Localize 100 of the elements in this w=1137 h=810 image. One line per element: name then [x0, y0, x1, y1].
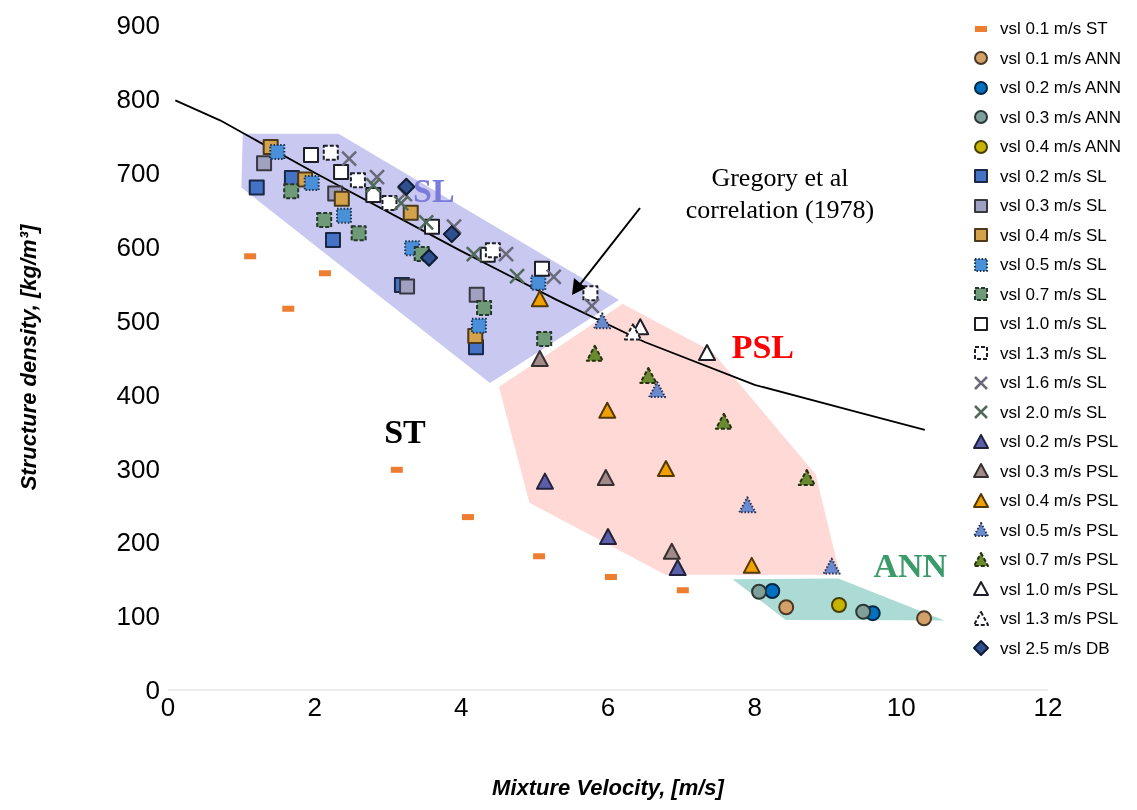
- point: [397, 177, 416, 196]
- point: [623, 323, 642, 341]
- point: [822, 557, 841, 575]
- annotation: Gregory et al correlation (1978): [685, 163, 875, 224]
- series-label: ANN: [873, 546, 948, 584]
- point: [831, 597, 847, 614]
- point: [365, 177, 382, 194]
- point: [508, 267, 526, 285]
- point: [402, 204, 419, 221]
- x-tick-label: 12: [1033, 692, 1063, 723]
- point: [417, 214, 435, 231]
- point: [535, 472, 554, 490]
- point: [497, 245, 515, 263]
- y-axis-title: Structure density, [kg/m³]: [16, 224, 41, 491]
- legend-label: vsl 1.0 m/s PSL: [1000, 578, 1119, 601]
- legend-label: vsl 0.4 m/s SL: [1000, 224, 1107, 247]
- point: [698, 344, 716, 362]
- x-tick-label: 8: [747, 692, 762, 723]
- point: [530, 274, 547, 291]
- point: [530, 290, 549, 308]
- point: [336, 207, 352, 224]
- legend-label: vsl 0.1 m/s ST: [1000, 18, 1108, 40]
- legend-label: vsl 0.2 m/s SL: [1000, 165, 1107, 188]
- y-tick-label: 600: [116, 231, 160, 262]
- legend-label: vsl 2.5 m/s DB: [1000, 637, 1110, 660]
- point: [333, 164, 350, 181]
- point: [656, 460, 675, 478]
- point: [470, 317, 487, 334]
- legend-label: vsl 2.0 m/s SL: [1000, 401, 1107, 424]
- y-tick-label: 100: [116, 601, 160, 632]
- point: [668, 559, 687, 577]
- y-tick-label: 200: [116, 527, 160, 558]
- point: [445, 218, 463, 235]
- point: [639, 366, 658, 384]
- point: [751, 583, 768, 600]
- point: [855, 603, 872, 620]
- legend-label: vsl 0.3 m/s SL: [1000, 195, 1107, 217]
- point: [248, 179, 265, 196]
- x-axis-title: Mixture Velocity, [m/s]: [492, 775, 725, 800]
- y-tick-label: 500: [116, 305, 160, 336]
- point: [596, 468, 615, 486]
- x-tick-label: 6: [600, 692, 616, 723]
- x-tick-label: 10: [886, 692, 916, 723]
- y-tick-label: 700: [116, 158, 160, 189]
- legend-label: vsl 0.3 m/s ANN: [1000, 106, 1121, 129]
- annotation: ST: [384, 412, 427, 450]
- point: [648, 381, 667, 399]
- point: [349, 172, 366, 189]
- legend-label: vsl 0.4 m/s ANN: [1000, 136, 1121, 158]
- point: [778, 599, 795, 616]
- legend-label: vsl 0.5 m/s SL: [1000, 254, 1107, 276]
- point: [316, 212, 333, 229]
- x-tick-label: 2: [307, 692, 322, 723]
- point: [662, 542, 681, 560]
- point: [593, 312, 612, 330]
- point: [468, 286, 485, 303]
- legend-label: vsl 1.3 m/s PSL: [1000, 608, 1119, 630]
- point: [442, 225, 461, 244]
- point: [738, 496, 757, 514]
- legend-label: vsl 0.3 m/s PSL: [1000, 460, 1119, 483]
- y-tick-label: 400: [116, 379, 160, 410]
- legend-label: vsl 1.6 m/s SL: [1000, 372, 1107, 394]
- point: [303, 147, 319, 164]
- legend-label: vsl 0.7 m/s SL: [1000, 283, 1107, 306]
- point: [545, 268, 562, 286]
- point: [269, 144, 286, 161]
- point: [530, 349, 549, 367]
- point: [322, 144, 339, 161]
- point: [583, 297, 601, 315]
- point: [420, 248, 439, 267]
- point: [476, 299, 493, 316]
- point: [325, 232, 341, 249]
- point: [598, 401, 617, 419]
- x-tick-label: 4: [454, 692, 469, 723]
- legend-label: vsl 0.1 m/s ANN: [1000, 47, 1121, 70]
- y-tick-label: 300: [116, 453, 160, 484]
- point: [399, 278, 416, 295]
- series-label: PSL: [731, 327, 795, 365]
- point: [465, 245, 483, 263]
- point: [283, 183, 300, 200]
- point: [585, 344, 604, 362]
- point: [764, 582, 781, 599]
- legend-label: vsl 0.7 m/s PSL: [1000, 549, 1119, 571]
- y-tick-label: 800: [116, 84, 160, 115]
- point: [340, 150, 358, 167]
- legend-label: vsl 0.2 m/s PSL: [1000, 431, 1119, 453]
- point: [714, 412, 733, 430]
- point: [797, 468, 816, 486]
- point: [742, 556, 761, 574]
- point: [536, 331, 553, 348]
- legend-label: vsl 0.5 m/s PSL: [1000, 519, 1119, 542]
- y-tick-label: 900: [116, 10, 160, 41]
- point: [303, 175, 320, 192]
- legend-label: vsl 0.2 m/s ANN: [1000, 77, 1121, 99]
- point: [333, 190, 350, 207]
- point: [599, 528, 617, 546]
- point: [582, 285, 599, 302]
- point: [350, 225, 367, 242]
- point: [484, 242, 501, 259]
- series-label: SL: [413, 171, 455, 209]
